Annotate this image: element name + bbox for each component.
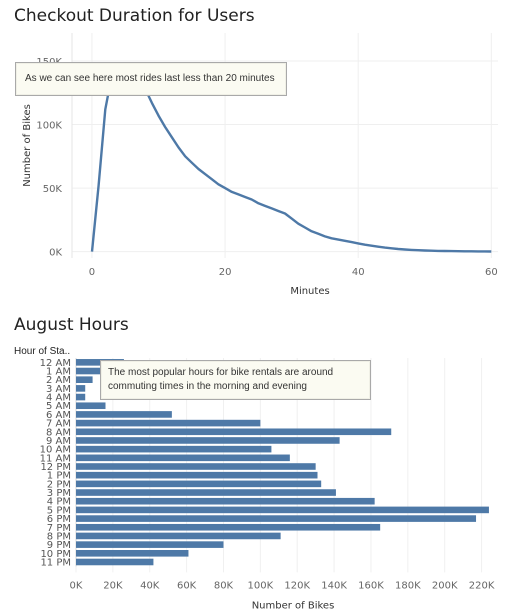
x-tick-label: 0 (89, 267, 95, 278)
x-axis-title: Minutes (290, 286, 329, 297)
bar (76, 367, 106, 375)
category-label: 12 AM (40, 358, 71, 369)
category-label: 8 AM (46, 427, 71, 438)
line-chart: 0K50K100K150K0204060Number of BikesMinut… (22, 33, 498, 297)
category-label: 12 PM (40, 462, 71, 473)
x-tick-label: 60 (485, 267, 498, 278)
bar (76, 454, 290, 462)
x-tick-label: 40 (352, 267, 365, 278)
bar (76, 506, 489, 514)
x-tick-label: 0K (70, 580, 83, 591)
bar (76, 489, 336, 496)
x-tick-label: 220K (469, 580, 495, 591)
category-label: 1 AM (46, 367, 71, 378)
bar (76, 463, 316, 470)
category-label: 7 AM (46, 419, 71, 430)
category-label: 2 AM (46, 375, 71, 386)
x-tick-label: 20K (103, 580, 123, 591)
bar (76, 376, 93, 383)
bar (76, 445, 272, 453)
y-axis-title: Number of Bikes (22, 104, 33, 187)
bar (76, 393, 86, 401)
chart-title: Checkout Duration for Users (14, 6, 255, 26)
bar (76, 558, 154, 566)
checkout-duration-panel: Checkout Duration for Users 0K50K100K150… (14, 6, 498, 297)
august-hours-panel: August Hours Hour of Sta.. 0K 20K 40K 60K 80… (0, 305, 529, 609)
x-tick-label: 100K (248, 580, 274, 591)
category-label: 3 AM (46, 384, 71, 395)
y-tick-label: 50K (43, 184, 63, 195)
bar (76, 385, 86, 392)
y-tick-label: 100K (36, 121, 62, 132)
bar (76, 523, 381, 531)
x-tick-label: 120K (284, 580, 310, 591)
bar-chart: 0K 20K 40K 60K 80K 100K 120K 140K 160K 180K 200K 22… (40, 358, 495, 609)
x-tick-label: 60K (177, 580, 197, 591)
bar (76, 419, 261, 427)
x-tick-label: 140K (321, 580, 347, 591)
bar (76, 437, 340, 444)
category-label: 9 AM (46, 436, 71, 447)
bar (76, 471, 318, 479)
category-label: 3 PM (47, 488, 71, 499)
category-label: 9 PM (47, 540, 71, 551)
category-label: 11 AM (40, 453, 71, 464)
chart-annotation: The most popular hours for bike rentals … (100, 360, 371, 400)
category-label: 8 PM (47, 531, 71, 542)
bar (76, 411, 172, 418)
x-tick-label: 20 (219, 267, 232, 278)
category-label: 11 PM (40, 557, 71, 568)
bar (76, 497, 375, 505)
category-label: 5 AM (46, 401, 71, 412)
row-header: Hour of Sta.. (14, 346, 71, 357)
category-label: 4 AM (46, 393, 71, 404)
category-label: 6 AM (46, 410, 71, 421)
category-label: 10 AM (40, 445, 71, 456)
x-tick-label: 40K (140, 580, 160, 591)
category-label: 2 PM (47, 479, 71, 490)
chart-title: August Hours (14, 315, 129, 335)
chart-annotation: As we can see here most rides last less … (15, 62, 287, 96)
bar (76, 428, 392, 436)
bar (76, 402, 106, 410)
bar (76, 541, 224, 548)
x-tick-label: 80K (214, 580, 234, 591)
bar (76, 515, 477, 522)
category-label: 5 PM (47, 505, 71, 516)
category-label: 1 PM (47, 471, 71, 482)
bar (76, 480, 322, 488)
bar (76, 550, 189, 557)
x-tick-label: 200K (432, 580, 458, 591)
x-axis-title: Number of Bikes (252, 600, 335, 609)
category-label: 4 PM (47, 497, 71, 508)
bar (76, 532, 281, 540)
category-label: 6 PM (47, 514, 71, 525)
category-label: 10 PM (40, 549, 71, 560)
bar (76, 359, 124, 366)
category-label: 7 PM (47, 523, 71, 534)
x-tick-label: 180K (395, 580, 421, 591)
series-line (90, 63, 492, 253)
y-tick-label: 0K (49, 248, 62, 259)
x-tick-label: 160K (358, 580, 384, 591)
